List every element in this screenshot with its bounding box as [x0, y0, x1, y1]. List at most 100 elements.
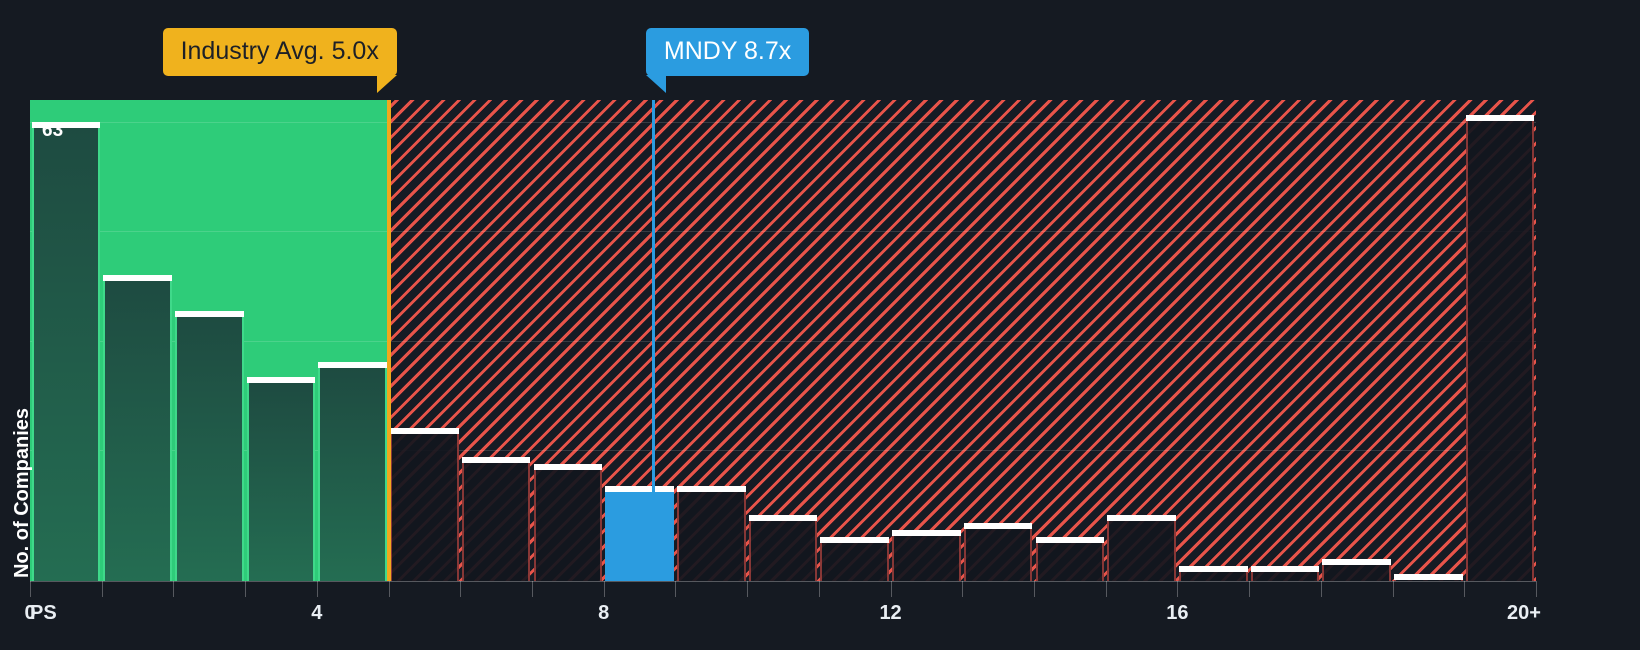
x-axis-tick	[1464, 581, 1466, 597]
bar-body	[1035, 543, 1105, 581]
zone-overvalued	[388, 100, 1536, 581]
bar[interactable]	[461, 457, 531, 581]
bar-body	[31, 127, 101, 581]
plot-area	[30, 100, 1536, 581]
bar-cap	[461, 457, 531, 464]
x-axis-tick-label: 0	[24, 602, 36, 624]
bar-cap	[676, 486, 746, 493]
bar-body	[461, 463, 531, 581]
bar-body	[1465, 120, 1535, 581]
bar-body	[103, 280, 172, 581]
bar-body	[1107, 521, 1176, 581]
bar-body	[174, 317, 244, 581]
x-axis-tick	[245, 581, 247, 597]
bar[interactable]	[533, 464, 603, 581]
bar[interactable]	[1250, 566, 1320, 581]
bar-body	[892, 536, 961, 581]
industry-average-callout[interactable]: Industry Avg. 5.0x	[162, 28, 397, 93]
bar-cap	[1394, 573, 1463, 580]
bar-cap	[605, 486, 674, 493]
bar-body	[1178, 572, 1248, 581]
bar-body	[963, 528, 1033, 581]
y-axis-max-value: 63	[42, 120, 64, 141]
bar-body	[533, 470, 603, 581]
bar-cap	[1035, 537, 1105, 544]
x-axis-prefix-label: PS	[30, 602, 57, 624]
bar-cap	[246, 376, 316, 383]
x-axis-tick	[675, 581, 677, 597]
company-callout[interactable]: MNDY 8.7x	[645, 28, 810, 93]
bar-body	[246, 382, 316, 581]
x-axis-tick	[1536, 581, 1537, 597]
bar-body	[318, 368, 388, 581]
callout-tail	[645, 75, 666, 93]
bar-body	[1250, 572, 1320, 581]
x-axis-tick	[818, 581, 820, 597]
bar-cap	[1322, 559, 1392, 566]
x-axis-tick	[603, 581, 605, 597]
bar[interactable]	[1035, 537, 1105, 581]
bar[interactable]	[174, 311, 244, 581]
bar-cap	[103, 274, 172, 281]
x-axis-tick-label: 20+	[1507, 602, 1541, 624]
x-axis-tick	[388, 581, 390, 597]
bar[interactable]	[1107, 515, 1176, 581]
bar[interactable]	[1465, 114, 1535, 581]
x-axis-tick	[1177, 581, 1179, 597]
bar-cap	[963, 522, 1033, 529]
company-marker-line	[652, 100, 656, 493]
bar-body	[605, 492, 674, 581]
x-axis-tick	[1392, 581, 1394, 597]
x-axis-tick	[890, 581, 892, 597]
bar-body	[1322, 565, 1392, 581]
bar[interactable]	[1178, 566, 1248, 581]
bar-cap	[1107, 515, 1176, 522]
company-label: MNDY 8.7x	[663, 37, 792, 65]
bar-cap	[892, 530, 961, 536]
x-axis-line	[30, 581, 1536, 582]
bar[interactable]	[963, 522, 1033, 581]
bar-cap	[31, 121, 101, 128]
x-axis-tick	[173, 581, 175, 597]
bar-cap	[1465, 114, 1535, 121]
bar[interactable]	[748, 515, 818, 581]
callout-tail	[376, 75, 397, 93]
bar[interactable]	[676, 486, 746, 581]
x-axis-tick	[101, 581, 103, 597]
bar[interactable]	[246, 376, 316, 581]
bar-cap	[533, 464, 603, 471]
x-axis-tick	[747, 581, 749, 597]
bar[interactable]	[892, 530, 961, 581]
x-axis-tick	[1034, 581, 1035, 597]
bar-cap	[174, 311, 244, 318]
bar-body	[748, 521, 818, 581]
x-axis-tick	[1249, 581, 1251, 597]
bar-body	[390, 433, 459, 581]
bar-cap	[1178, 566, 1248, 573]
y-axis-title: No. of Companies	[11, 407, 33, 578]
bar[interactable]	[31, 121, 101, 581]
x-axis-tick-label: 4	[311, 602, 323, 624]
bar[interactable]	[390, 427, 459, 581]
x-axis-tick	[1320, 581, 1322, 597]
x-axis-tick	[460, 581, 462, 597]
x-axis-tick	[30, 581, 31, 597]
x-axis-tick	[962, 581, 964, 597]
bar[interactable]	[820, 537, 890, 581]
bar[interactable]	[103, 274, 172, 581]
bar-body	[820, 543, 890, 581]
bar[interactable]	[1322, 559, 1392, 581]
x-axis-tick	[316, 581, 318, 597]
bar[interactable]	[1394, 573, 1463, 581]
bar-cap	[390, 427, 459, 434]
bar[interactable]	[318, 362, 388, 581]
bar-cap	[318, 362, 388, 369]
bar-cap	[748, 515, 818, 522]
bar-cap	[1250, 566, 1320, 573]
bar-body	[676, 492, 746, 581]
industry-average-label: Industry Avg. 5.0x	[180, 37, 379, 65]
bar-highlighted[interactable]	[605, 486, 674, 581]
bar-body	[1394, 579, 1463, 581]
x-axis-tick	[1105, 581, 1107, 597]
